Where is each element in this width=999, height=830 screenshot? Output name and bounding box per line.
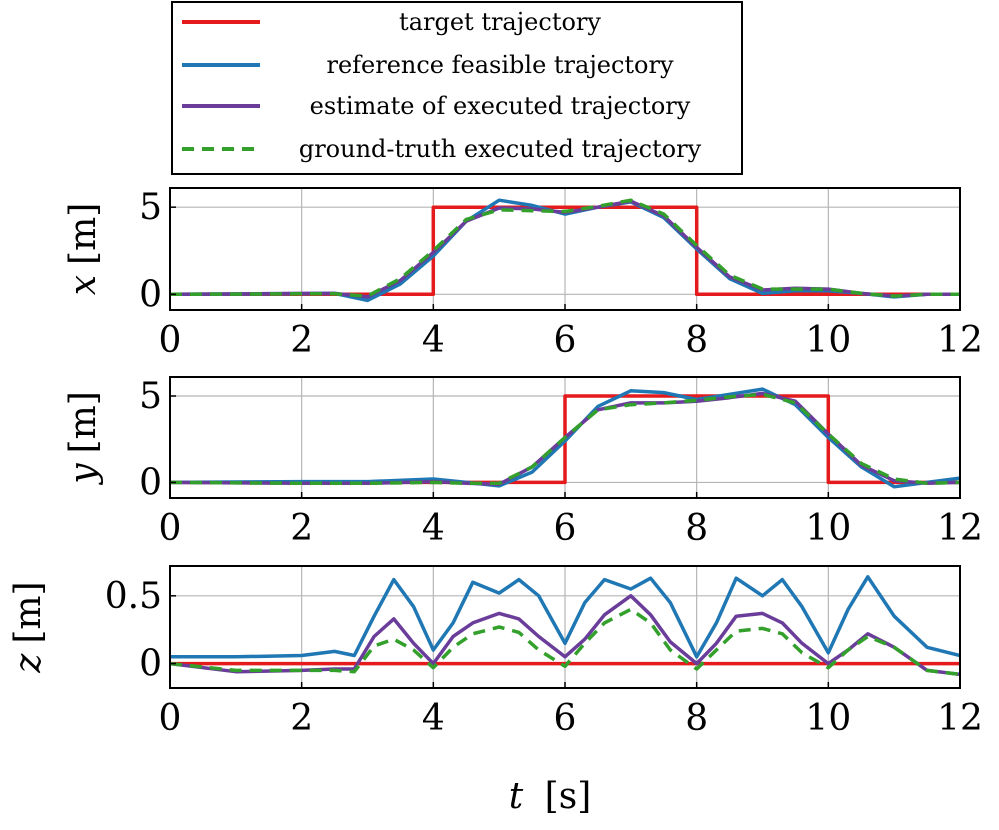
legend-entry-estimate: estimate of executed trajectory: [182, 92, 691, 120]
y-tick-label: 0.5: [105, 576, 162, 617]
svg-text:t [s]: t [s]: [509, 776, 592, 817]
x-tick-label: 2: [290, 320, 313, 361]
subplot-x: 0 2 4 6 8 10 12 0 5 x [m]: [63, 187, 983, 361]
x-tick-label: 2: [290, 698, 313, 739]
x-tick-label: 6: [554, 698, 577, 739]
y-axis-unit: [m]: [63, 203, 104, 265]
legend-entry-target: target trajectory: [182, 8, 601, 36]
legend-label-reference: reference feasible trajectory: [326, 51, 674, 79]
x-axis-label: t [s]: [509, 776, 592, 817]
series-line-estimate-of-executed-trajectory: [170, 199, 960, 299]
y-tick-label: 0: [139, 274, 162, 315]
legend-entry-ground-truth: ground-truth executed trajectory: [182, 135, 702, 163]
y-axis-label-x: x [m]: [63, 203, 104, 296]
x-tick-label: 0: [159, 320, 182, 361]
y-tick-label: 5: [139, 376, 162, 417]
legend-label-target: target trajectory: [399, 8, 601, 36]
x-tick-label: 8: [685, 320, 708, 361]
y-axis-label-z: z [m]: [8, 581, 49, 673]
x-tick-label: 0: [159, 698, 182, 739]
series-line-estimate-of-executed-trajectory: [170, 594, 960, 677]
series-group: [170, 198, 960, 303]
x-axis-var: t: [509, 776, 524, 817]
x-tick-label: 2: [290, 508, 313, 549]
x-tick-label: 6: [554, 320, 577, 361]
y-axis-unit: [m]: [8, 581, 49, 643]
series-line-ground-truth-executed-trajectory: [170, 607, 960, 677]
legend-box: [171, 1, 743, 175]
x-tick-label: 10: [805, 320, 851, 361]
x-tick-label: 8: [685, 508, 708, 549]
x-tick-label: 0: [159, 508, 182, 549]
x-tick-label: 6: [554, 508, 577, 549]
legend-label-estimate: estimate of executed trajectory: [310, 92, 691, 120]
legend-entry-reference: reference feasible trajectory: [182, 51, 674, 79]
x-tick-label: 10: [805, 508, 851, 549]
x-tick-label: 4: [422, 698, 445, 739]
subplot-z: 0 2 4 6 8 10 12 0 0.5 z [m]: [8, 565, 983, 739]
series-line-target-trajectory: [170, 205, 960, 297]
x-tick-label: 12: [937, 508, 983, 549]
series-group: [170, 575, 960, 677]
x-tick-label: 12: [937, 698, 983, 739]
legend-label-ground-truth: ground-truth executed trajectory: [299, 135, 702, 163]
y-axis-var: y: [63, 463, 104, 486]
legend: target trajectory reference feasible tra…: [171, 1, 743, 175]
x-tick-label: 4: [422, 320, 445, 361]
series-group: [170, 387, 960, 489]
y-tick-label: 5: [139, 187, 162, 228]
y-axis-var: z: [8, 653, 49, 674]
x-axis-unit: [s]: [545, 776, 592, 817]
y-tick-label: 0: [139, 462, 162, 503]
x-tick-label: 8: [685, 698, 708, 739]
series-line-ground-truth-executed-trajectory: [170, 392, 960, 486]
x-tick-label: 4: [422, 508, 445, 549]
y-axis-unit: [m]: [63, 391, 104, 453]
subplot-y: 0 2 4 6 8 10 12 0 5 y [m]: [63, 376, 983, 549]
x-tick-label: 12: [937, 320, 983, 361]
x-tick-label: 10: [805, 698, 851, 739]
series-line-reference-feasible-trajectory: [170, 575, 960, 659]
y-axis-var: x: [63, 275, 104, 295]
y-axis-label-y: y [m]: [63, 391, 104, 486]
y-tick-label: 0: [139, 644, 162, 685]
